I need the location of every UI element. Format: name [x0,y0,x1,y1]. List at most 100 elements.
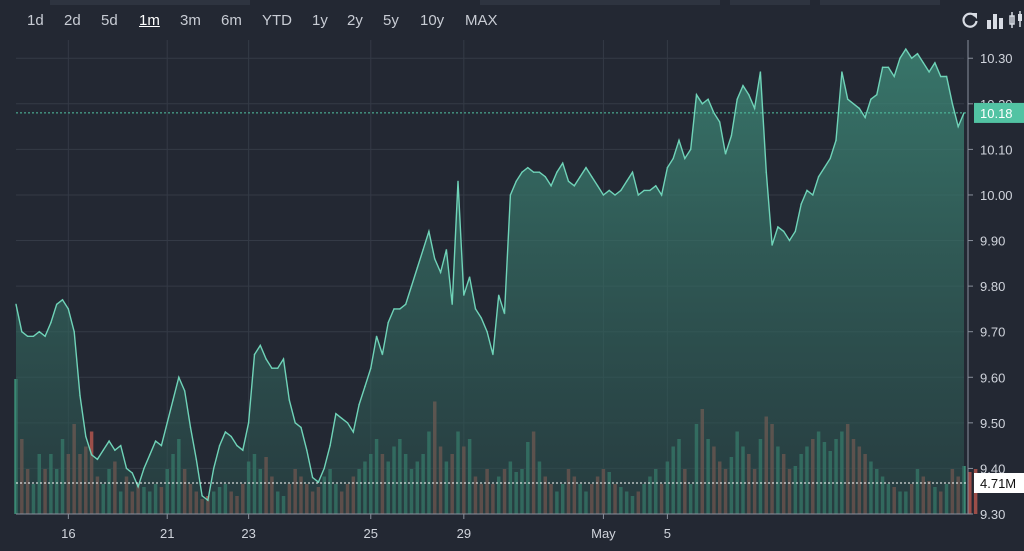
y-tick-label: 9.70 [980,325,1005,340]
last-price-tag: 10.18 [980,106,1013,121]
price-point [794,230,797,233]
price-point [79,394,81,397]
toolbar: 1d 2d 5d 1m 3m 6m YTD 1y 2y 5y 10y MAX [0,0,1024,40]
price-point [393,308,395,310]
price-point [189,426,192,429]
timeframe-1m[interactable]: 1m [139,12,160,29]
price-point [474,308,477,310]
price-point [183,390,186,392]
candlestick-icon[interactable] [1008,10,1024,30]
timeframe-10y[interactable]: 10y [420,12,445,29]
price-point [660,194,663,196]
price-point [335,412,337,415]
price-point [544,175,547,178]
price-point [759,71,762,73]
price-point [684,157,686,160]
price-point [247,422,250,424]
price-point [224,431,227,433]
price-point [236,444,238,447]
price-point [573,185,576,187]
price-point [73,330,75,333]
timeframe-max[interactable]: MAX [465,12,498,29]
y-axis: 9.30 9.40 9.50 9.60 9.70 9.80 9.90 10.00 10.10 10… [967,40,1013,522]
price-point [317,481,320,483]
price-point [852,103,855,105]
bar-chart-icon[interactable] [985,10,1005,30]
price-point [817,175,820,178]
price-point [788,239,791,242]
price-point [433,257,436,260]
price-point [870,98,872,101]
tab-strip [50,0,250,5]
y-tick-label: 9.60 [980,370,1005,385]
y-tick-label: 9.80 [980,279,1005,294]
price-point [654,185,657,187]
price-points [15,48,965,502]
timeframe-6m[interactable]: 6m [221,12,242,29]
price-point [887,66,890,69]
price-point [61,298,64,301]
price-point [166,422,169,424]
price-point [905,48,907,50]
price-point [428,230,430,233]
price-point [567,180,570,183]
price-point [131,472,134,474]
price-point [881,66,884,69]
price-point [451,303,453,306]
price-point [44,335,46,338]
price-point [288,399,291,401]
timeframe-3m[interactable]: 3m [180,12,201,29]
timeframe-5d[interactable]: 5d [101,12,118,29]
price-point [561,162,564,164]
price-point [666,166,669,169]
price-point [404,303,407,306]
x-tick-label: 25 [364,526,378,541]
price-point [910,57,913,60]
price-point [893,75,896,78]
price-point [137,485,139,488]
price-point [748,93,750,96]
refresh-icon[interactable] [960,10,980,30]
tab-strip [480,0,720,5]
price-point [637,194,640,196]
timeframe-1y[interactable]: 1y [312,12,328,29]
price-area [15,47,965,514]
timeframe-5y[interactable]: 5y [383,12,399,29]
price-point [875,93,878,96]
price-point [143,467,145,470]
x-tick-label: 16 [61,526,75,541]
price-point [678,139,680,142]
price-point [596,185,599,187]
price-point [15,303,17,306]
price-point [829,157,832,160]
price-point [701,103,704,105]
reference-lines [16,112,968,484]
price-point [26,335,29,338]
price-point [643,189,645,192]
price-point [532,171,535,173]
price-point [422,248,424,251]
price-point [625,180,628,183]
price-point [90,453,93,456]
price-point [230,435,232,438]
price-point [381,353,384,356]
price-point [934,61,936,64]
timeframe-ytd[interactable]: YTD [262,12,292,29]
price-point [172,399,174,401]
price-point [527,166,529,169]
timeframe-2d[interactable]: 2d [64,12,81,29]
price-point [753,107,756,110]
price-point [695,93,698,96]
timeframe-1d[interactable]: 1d [27,12,44,29]
x-tick-label: 5 [664,526,671,541]
price-point [724,153,727,155]
price-point [84,435,87,438]
price-point [521,171,523,173]
price-point [841,71,843,73]
y-tick-label: 9.90 [980,234,1005,249]
price-point [486,330,488,333]
price-point [497,294,500,297]
timeframe-2y[interactable]: 2y [347,12,363,29]
price-point [108,440,110,442]
